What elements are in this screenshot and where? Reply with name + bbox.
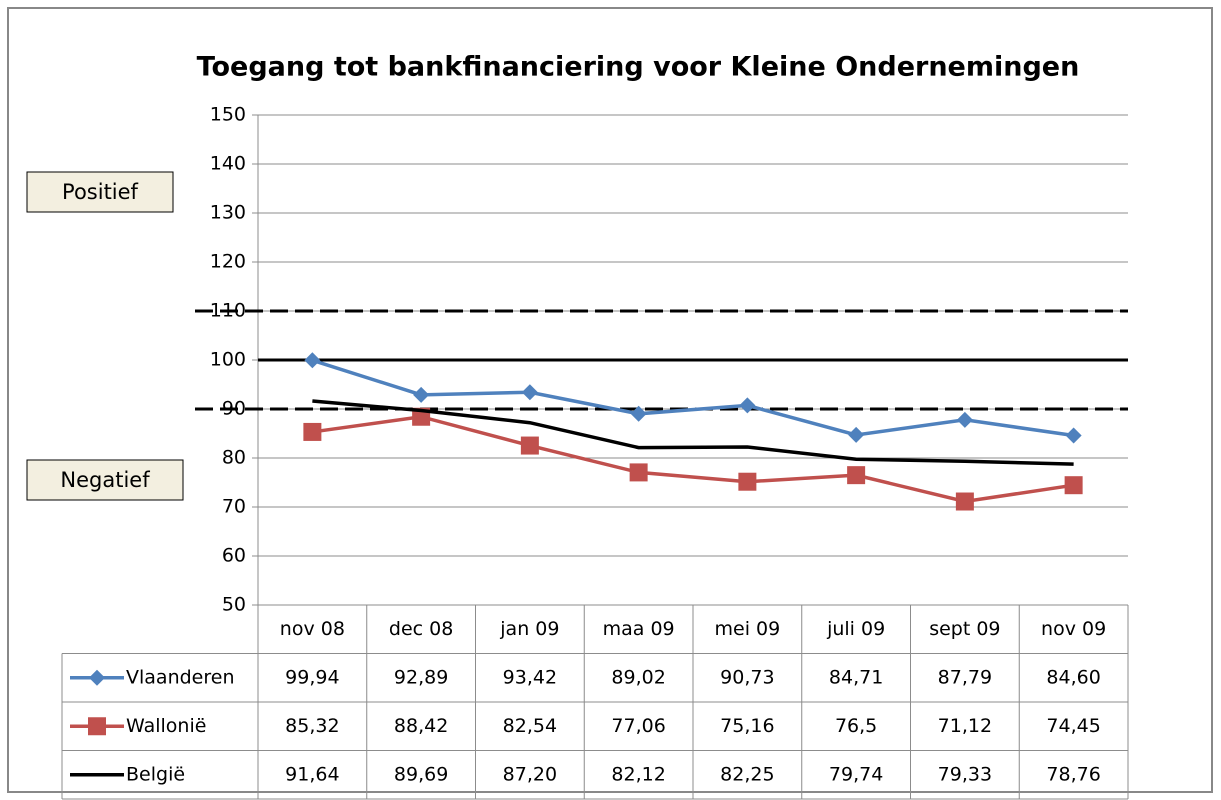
- legend-label: België: [126, 763, 185, 785]
- series-line: [311, 358, 1074, 438]
- x-tick-label: dec 08: [389, 618, 453, 640]
- y-tick-label: 50: [222, 594, 246, 616]
- table-value: 84,71: [829, 666, 883, 688]
- point: [413, 386, 430, 403]
- x-tick-label: sept 09: [929, 618, 1000, 640]
- point: [955, 492, 974, 511]
- table-value: 82,54: [503, 715, 557, 737]
- annotation-box: [26, 459, 184, 501]
- point: [847, 466, 866, 485]
- y-tick-label: 140: [210, 153, 246, 175]
- legend-label: Wallonië: [126, 715, 206, 737]
- series-line: [312, 399, 1074, 466]
- y-tick-label: 130: [210, 202, 246, 224]
- point: [848, 426, 865, 443]
- chart-frame: [7, 7, 1213, 793]
- table-value: 85,32: [285, 715, 339, 737]
- x-tick-label: juli 09: [826, 618, 885, 640]
- legend-label: Vlaanderen: [126, 666, 234, 688]
- table-value: 87,20: [503, 763, 557, 785]
- table-value: 76,5: [835, 715, 877, 737]
- table-value: 88,42: [394, 715, 448, 737]
- point: [521, 384, 538, 401]
- table-value: 82,25: [720, 763, 774, 785]
- table-value: 79,33: [938, 763, 992, 785]
- point: [89, 669, 105, 686]
- table-value: 78,76: [1046, 763, 1100, 785]
- point: [738, 472, 757, 491]
- annotation-box: [26, 171, 174, 213]
- y-tick-label: 100: [210, 349, 246, 371]
- table-value: 75,16: [720, 715, 774, 737]
- chart-title: Toegang tot bankfinanciering voor Kleine…: [197, 52, 1080, 83]
- y-tick-label: 120: [210, 251, 246, 273]
- point: [629, 463, 648, 482]
- point: [304, 352, 321, 369]
- x-tick-label: mei 09: [715, 618, 781, 640]
- x-tick-label: jan 09: [499, 618, 559, 640]
- x-tick-label: nov 09: [1041, 618, 1106, 640]
- table-value: 79,74: [829, 763, 883, 785]
- point: [739, 397, 756, 414]
- point: [1064, 476, 1083, 495]
- point: [956, 411, 973, 428]
- table-value: 77,06: [611, 715, 665, 737]
- x-tick-label: maa 09: [603, 618, 675, 640]
- table-value: 71,12: [938, 715, 992, 737]
- table-value: 93,42: [503, 666, 557, 688]
- annotation: Negatief: [60, 468, 150, 492]
- point: [520, 436, 539, 455]
- table-value: 90,73: [720, 666, 774, 688]
- y-tick-label: 150: [210, 104, 246, 126]
- table-value: 99,94: [285, 666, 339, 688]
- point: [630, 405, 647, 422]
- x-tick-label: nov 08: [280, 618, 345, 640]
- y-tick-label: 80: [222, 447, 246, 469]
- point: [303, 422, 322, 441]
- table-value: 91,64: [285, 763, 339, 785]
- series-line: [312, 414, 1074, 504]
- table-value: 82,12: [611, 763, 665, 785]
- table-value: 84,60: [1046, 666, 1100, 688]
- annotation: Positief: [62, 180, 139, 204]
- point: [1065, 427, 1082, 444]
- table-value: 74,45: [1046, 715, 1100, 737]
- table-value: 87,79: [938, 666, 992, 688]
- y-tick-label: 70: [222, 496, 246, 518]
- table-value: 89,02: [611, 666, 665, 688]
- table-value: 89,69: [394, 763, 448, 785]
- y-tick-label: 60: [222, 545, 246, 567]
- point: [88, 717, 106, 736]
- table-value: 92,89: [394, 666, 448, 688]
